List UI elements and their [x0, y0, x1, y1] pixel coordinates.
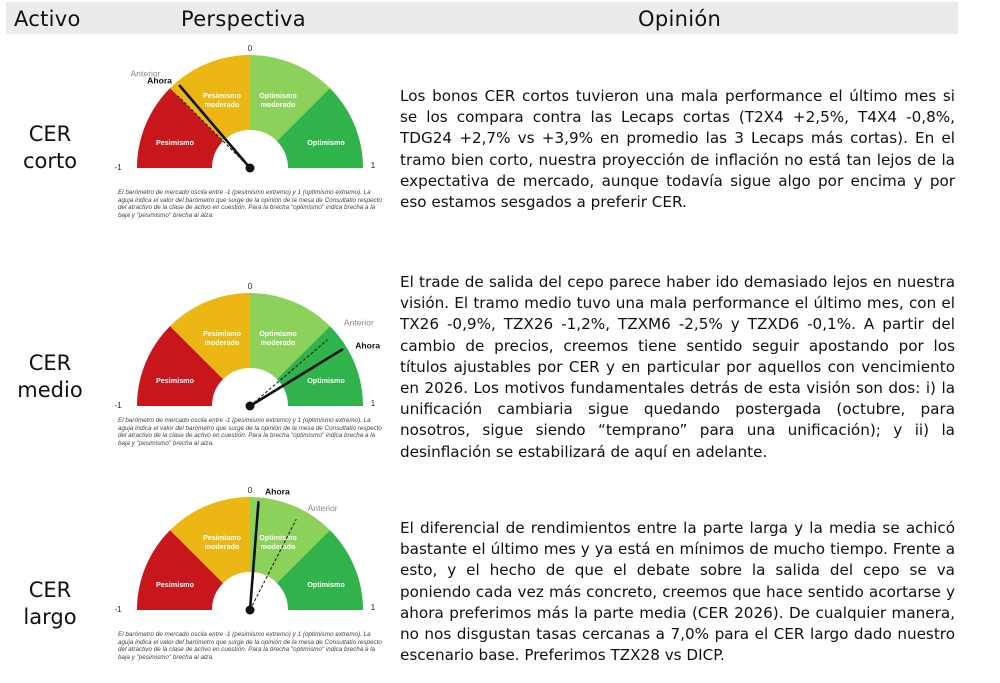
gauge-label-optimismo: Optimismo	[307, 580, 345, 589]
gauge-segment-pesimismo	[137, 530, 224, 610]
needle-pivot	[245, 163, 255, 173]
opinion-text-cer-corto: Los bonos CER cortos tuvieron una mala p…	[400, 87, 955, 212]
needle-anterior	[249, 339, 328, 407]
opinion-text-cer-largo: El diferencial de rendimientos entre la …	[400, 519, 955, 665]
asset-label-cer-corto: CER corto	[0, 121, 100, 175]
gauge-label-pesimismo-moderado: Pesimismo	[203, 329, 242, 338]
needle-label-ahora: Ahora	[355, 340, 380, 350]
gauge-scale-min: -1	[114, 163, 122, 172]
header-perspectiva: Perspectiva	[181, 7, 306, 31]
gauge-label-optimismo-moderado: moderado	[261, 100, 296, 109]
gauge-label-pesimismo-moderado: moderado	[205, 338, 240, 347]
gauge-cer-corto: Pesimismo Pesimismo moderado Optimismo moder…	[108, 42, 398, 272]
gauge-scale-min: -1	[114, 401, 122, 410]
gauge-segment-pesimismo-moderado	[170, 55, 250, 142]
needle-label-anterior: Anterior	[344, 317, 374, 327]
gauge-caption: El barómetro de mercado oscila entre -1 …	[118, 189, 382, 219]
asset-label-cer-largo: CER largo	[0, 577, 100, 631]
gauge-cer-largo: Pesimismo Pesimismo moderado Optimismo moder…	[108, 484, 398, 683]
header-activo: Activo	[14, 7, 81, 31]
needle-ahora	[178, 84, 252, 170]
asset-line2: largo	[23, 605, 77, 629]
gauge-segment-optimismo-moderado	[250, 293, 330, 380]
needle-pivot	[245, 605, 255, 615]
gauge-label-optimismo-moderado: Optimismo	[259, 533, 297, 542]
gauge-segment-pesimismo-moderado	[170, 497, 250, 584]
needle-anterior	[249, 518, 297, 611]
gauge-label-pesimismo: Pesimismo	[156, 138, 195, 147]
gauge-svg: PesimismoPesimismomoderadoOptimismomoder…	[114, 486, 376, 615]
gauge-cer-medio: Pesimismo Pesimismo moderado Optimismo moder…	[108, 280, 398, 510]
gauge-label-pesimismo-moderado: Pesimismo	[203, 533, 242, 542]
gauge-svg: PesimismoPesimismomoderadoOptimismomoder…	[114, 282, 380, 411]
header-opinion: Opinión	[638, 7, 722, 31]
asset-line1: CER	[28, 122, 72, 146]
gauge-scale-zero: 0	[248, 486, 253, 495]
gauge-label-pesimismo-moderado: moderado	[205, 542, 240, 551]
gauge-segment-pesimismo	[137, 88, 224, 168]
needle-ahora	[248, 501, 260, 612]
table-header: Activo Perspectiva Opinión	[6, 2, 958, 34]
needle-pivot	[245, 401, 255, 411]
gauge-label-pesimismo: Pesimismo	[156, 376, 195, 385]
gauge-label-optimismo-moderado: Optimismo	[259, 329, 297, 338]
gauge-segment-optimismo-moderado	[250, 497, 330, 584]
gauge-label-optimismo-moderado: Optimismo	[259, 91, 297, 100]
gauge-label-optimismo: Optimismo	[307, 138, 345, 147]
asset-line1: CER	[28, 351, 72, 375]
needle-label-anterior: Anterior	[130, 69, 160, 79]
gauge-segment-optimismo-moderado	[250, 55, 330, 142]
gauge-svg: PesimismoPesimismomoderadoOptimismomoder…	[114, 44, 376, 173]
gauge-scale-max: 1	[371, 399, 376, 408]
asset-line2: medio	[17, 378, 83, 402]
gauge-label-pesimismo: Pesimismo	[156, 580, 195, 589]
asset-line2: corto	[22, 149, 78, 173]
gauge-label-pesimismo-moderado: Pesimismo	[203, 91, 242, 100]
gauge-label-pesimismo-moderado: moderado	[205, 100, 240, 109]
opinion-text-cer-medio: El trade de salida del cepo parece haber…	[400, 273, 955, 461]
gauge-scale-max: 1	[371, 603, 376, 612]
gauge-scale-min: -1	[114, 605, 122, 614]
gauge-segment-optimismo	[276, 326, 363, 406]
needle-label-ahora: Ahora	[265, 486, 290, 496]
gauge-scale-zero: 0	[248, 44, 253, 53]
gauge-scale-max: 1	[371, 161, 376, 170]
gauge-scale-zero: 0	[248, 282, 253, 291]
gauge-caption: El barómetro de mercado oscila entre -1 …	[118, 631, 382, 661]
needle-label-anterior: Anterior	[308, 503, 338, 513]
gauge-segment-pesimismo-moderado	[170, 293, 250, 380]
needle-label-ahora: Ahora	[147, 75, 172, 85]
needle-ahora	[248, 348, 344, 408]
asset-line1: CER	[28, 578, 72, 602]
gauge-segment-pesimismo	[137, 326, 224, 406]
gauge-caption: El barómetro de mercado oscila entre -1 …	[118, 417, 382, 447]
gauge-segment-optimismo	[276, 88, 363, 168]
asset-label-cer-medio: CER medio	[0, 350, 100, 404]
gauge-segment-optimismo	[276, 530, 363, 610]
gauge-label-optimismo-moderado: moderado	[261, 338, 296, 347]
gauge-label-optimismo: Optimismo	[307, 376, 345, 385]
gauge-label-optimismo-moderado: moderado	[261, 542, 296, 551]
needle-anterior	[177, 95, 251, 169]
